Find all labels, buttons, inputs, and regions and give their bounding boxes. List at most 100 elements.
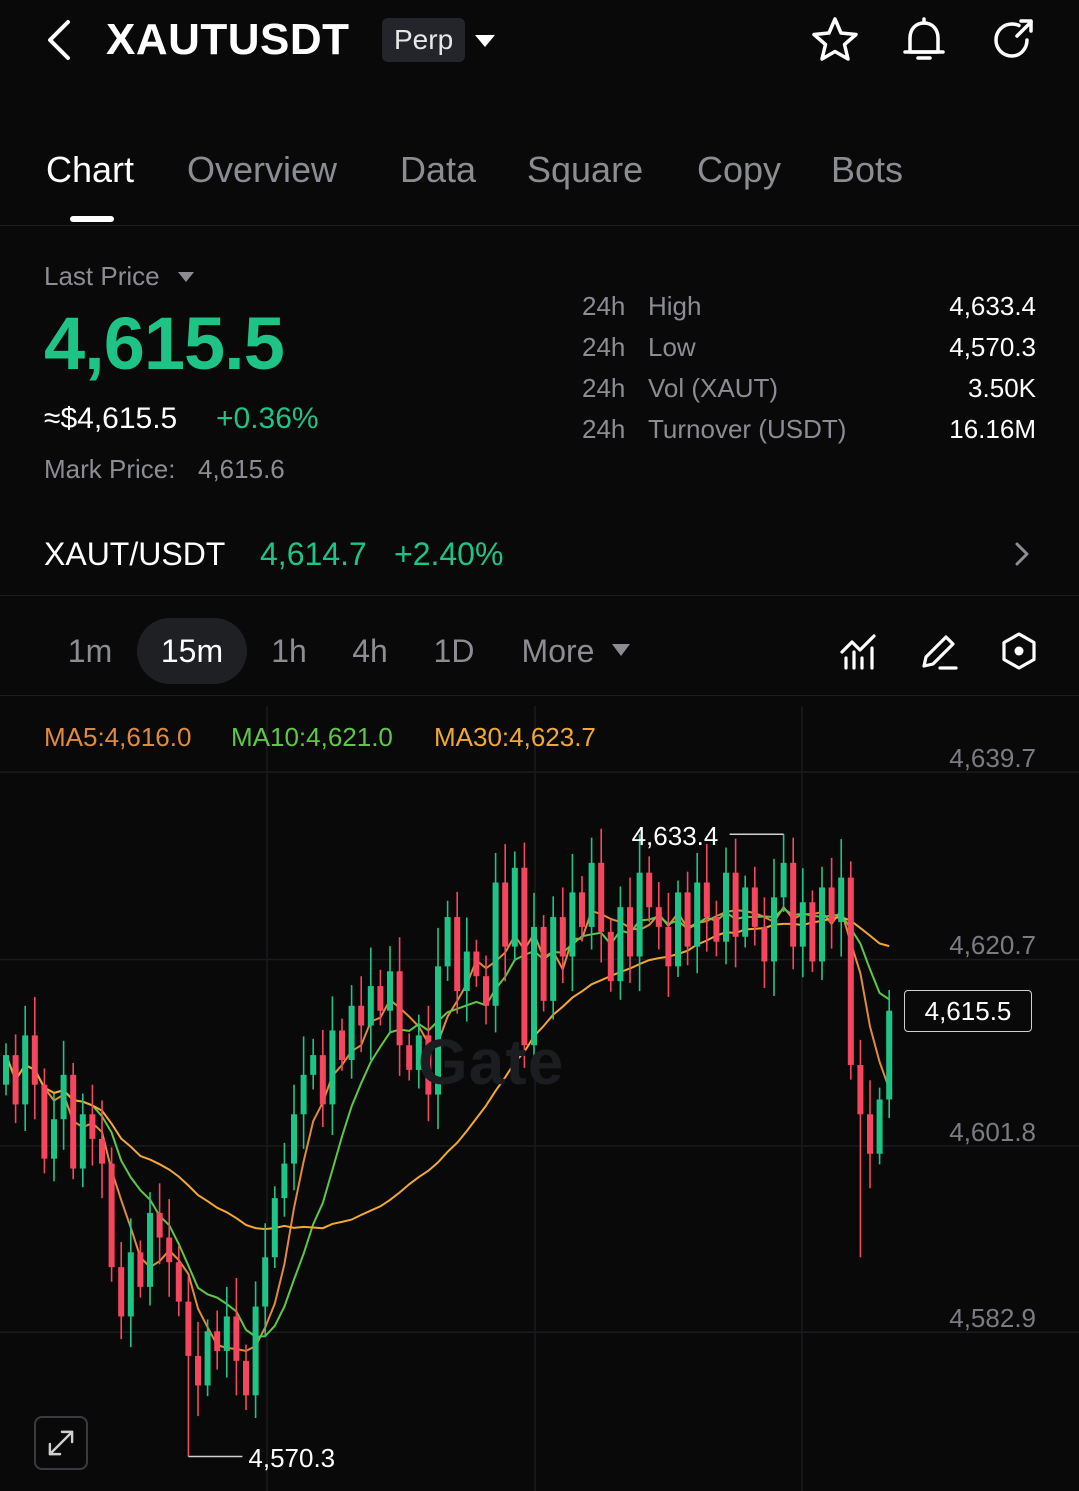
back-icon[interactable] bbox=[40, 16, 80, 64]
candle-body bbox=[387, 971, 393, 1011]
candle-body bbox=[473, 951, 480, 977]
candle-body bbox=[511, 867, 518, 947]
high-marker-label: 4,633.4 bbox=[631, 821, 719, 852]
candle-body bbox=[617, 907, 624, 982]
ma10-line bbox=[5, 907, 890, 1338]
candle-body bbox=[3, 1055, 9, 1085]
candle-body bbox=[559, 917, 566, 957]
candle-body bbox=[281, 1163, 288, 1199]
candle-body bbox=[156, 1212, 163, 1238]
candle-body bbox=[127, 1252, 134, 1317]
interval-4h[interactable]: 4h bbox=[352, 633, 388, 669]
chart-canvas[interactable] bbox=[0, 706, 1079, 1491]
spot-change: +2.40% bbox=[394, 536, 504, 572]
candle-body bbox=[886, 1010, 893, 1100]
spot-price: 4,614.7 bbox=[260, 536, 367, 572]
candle-body bbox=[358, 1005, 365, 1026]
candle-body bbox=[828, 887, 835, 922]
candle-body bbox=[377, 986, 384, 1011]
candle-body bbox=[70, 1074, 77, 1169]
tab-bots[interactable]: Bots bbox=[831, 149, 904, 190]
candle-body bbox=[463, 951, 470, 992]
candle-body bbox=[396, 971, 403, 1046]
candle-body bbox=[118, 1267, 125, 1317]
candle-body bbox=[166, 1237, 173, 1263]
chevron-down-icon[interactable] bbox=[472, 26, 498, 56]
stat-value: 4,570.3 bbox=[949, 332, 1036, 362]
share-icon[interactable] bbox=[987, 14, 1039, 66]
candle-body bbox=[243, 1360, 249, 1396]
caret-down-icon[interactable] bbox=[176, 270, 196, 284]
settings-hexagon-icon[interactable] bbox=[998, 630, 1040, 672]
interval-1m[interactable]: 1m bbox=[67, 633, 113, 669]
candlestick-chart[interactable]: Gate MA5:4,616.0 MA10:4,621.0 MA30:4,623… bbox=[0, 706, 1079, 1491]
candle-body bbox=[588, 862, 595, 927]
watermark: Gate bbox=[418, 1026, 565, 1098]
spot-pair-row[interactable]: XAUT/USDT 4,614.7 +2.40% bbox=[0, 512, 1079, 596]
candle-body bbox=[723, 872, 729, 942]
indicators-icon[interactable] bbox=[838, 630, 880, 672]
tab-data[interactable]: Data bbox=[400, 149, 477, 190]
tab-overview[interactable]: Overview bbox=[187, 149, 338, 190]
interval-1d[interactable]: 1D bbox=[433, 633, 475, 669]
approx-usd-value: ≈$4,615.5 bbox=[44, 402, 178, 435]
candle-body bbox=[300, 1074, 307, 1115]
candle-body bbox=[483, 976, 489, 1006]
candle-body bbox=[809, 902, 816, 962]
candle-body bbox=[204, 1331, 211, 1386]
candle-body bbox=[521, 867, 528, 1046]
candle-body bbox=[175, 1262, 182, 1302]
y-tick-label: 4,639.7 bbox=[949, 743, 1036, 774]
stat-name: Low bbox=[648, 332, 696, 362]
ma10-legend: MA10:4,621.0 bbox=[231, 722, 393, 752]
candle-body bbox=[435, 966, 441, 1095]
stat-period: 24h bbox=[582, 414, 626, 444]
top-bar: XAUTUSDT Perp bbox=[0, 0, 1079, 84]
bell-icon[interactable] bbox=[898, 14, 950, 66]
candle-body bbox=[367, 986, 374, 1026]
candle-body bbox=[540, 926, 547, 1001]
candle-body bbox=[223, 1316, 230, 1351]
candle-body bbox=[684, 892, 691, 947]
caret-down-icon[interactable] bbox=[610, 642, 632, 658]
candle-body bbox=[444, 917, 451, 967]
candle-body bbox=[751, 887, 758, 927]
last-price-label[interactable]: Last Price bbox=[44, 261, 160, 291]
stat-row-volume: 24h Vol (XAUT) 3.50K bbox=[582, 370, 1036, 406]
candle-body bbox=[502, 882, 509, 947]
expand-icon[interactable] bbox=[34, 1416, 88, 1470]
candle-body bbox=[579, 892, 585, 927]
ma5-legend: MA5:4,616.0 bbox=[44, 722, 192, 752]
candle-body bbox=[531, 926, 537, 1046]
candle-body bbox=[425, 1035, 432, 1095]
candle-body bbox=[665, 926, 672, 967]
interval-1h[interactable]: 1h bbox=[271, 633, 307, 669]
symbol-title[interactable]: XAUTUSDT bbox=[106, 15, 350, 64]
interval-15m[interactable]: 15m bbox=[137, 618, 247, 684]
chevron-right-icon[interactable] bbox=[1010, 536, 1034, 572]
candle-body bbox=[233, 1316, 240, 1361]
candle-body bbox=[876, 1099, 883, 1154]
candle-body bbox=[492, 882, 499, 1006]
tab-copy[interactable]: Copy bbox=[697, 149, 782, 190]
spot-symbol: XAUT/USDT bbox=[44, 536, 226, 572]
price-change-percent: +0.36% bbox=[216, 402, 319, 435]
draw-pencil-icon[interactable] bbox=[918, 630, 960, 672]
mark-price-value: 4,615.6 bbox=[198, 454, 285, 484]
tab-chart[interactable]: Chart bbox=[46, 149, 135, 190]
tab-square[interactable]: Square bbox=[527, 149, 644, 190]
stat-period: 24h bbox=[582, 291, 626, 321]
candle-body bbox=[291, 1114, 297, 1164]
star-icon[interactable] bbox=[809, 14, 861, 66]
stat-row-low: 24h Low 4,570.3 bbox=[582, 329, 1036, 365]
candle-body bbox=[655, 907, 662, 927]
candle-body bbox=[454, 917, 461, 992]
interval-more[interactable]: More bbox=[521, 633, 595, 669]
candle-body bbox=[675, 892, 681, 967]
y-tick-label: 4,582.9 bbox=[949, 1303, 1036, 1334]
candle-body bbox=[867, 1114, 873, 1154]
candle-body bbox=[569, 892, 576, 957]
stat-row-turnover: 24h Turnover (USDT) 16.16M bbox=[582, 411, 1036, 447]
candle-body bbox=[329, 1030, 336, 1105]
candle-body bbox=[79, 1114, 86, 1169]
